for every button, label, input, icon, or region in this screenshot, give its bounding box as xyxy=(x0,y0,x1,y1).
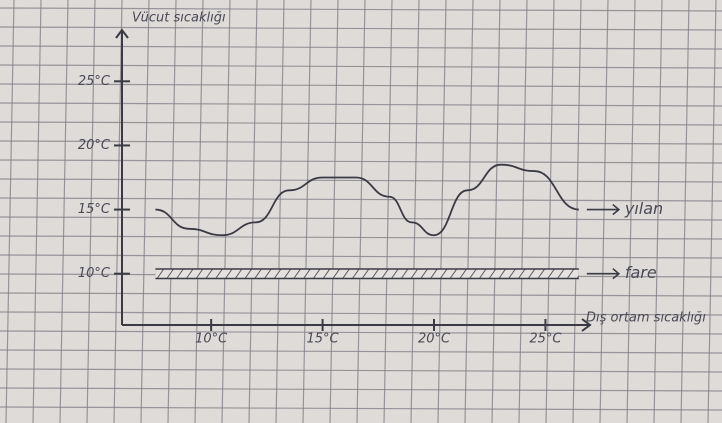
y-tick-label: 10°C xyxy=(78,266,111,281)
y-tick-label: 20°C xyxy=(78,138,111,153)
y-axis-label: Vücut sıcaklığı xyxy=(132,11,226,26)
y-tick-label: 15°C xyxy=(78,202,111,217)
y-tick-label: 25°C xyxy=(78,74,111,89)
x-tick-label: 20°C xyxy=(418,332,451,347)
legend-label: fare xyxy=(625,263,657,282)
x-tick-label: 15°C xyxy=(307,332,340,347)
x-tick-label: 25°C xyxy=(529,332,562,347)
x-axis-label: Dış ortam sıcaklığı xyxy=(586,311,706,326)
chart: Vücut sıcaklığı Dış ortam sıcaklığı 10°C… xyxy=(0,0,722,423)
legend-label: yılan xyxy=(624,199,663,218)
x-tick-label: 10°C xyxy=(195,332,228,347)
